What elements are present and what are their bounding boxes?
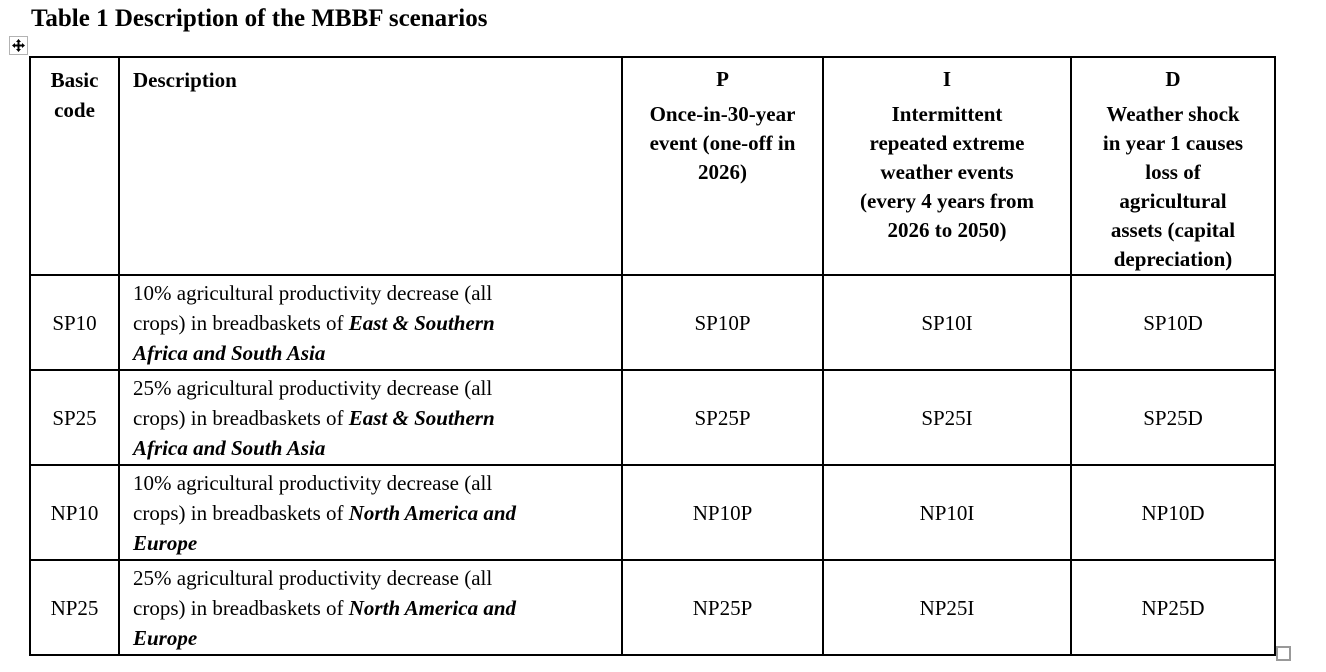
description-plain: 10% agricultural productivity decrease (…: [133, 280, 493, 335]
p-scenario-cell[interactable]: SP10P: [621, 274, 824, 371]
table-row-sp10: SP10 10% agricultural productivity decre…: [29, 274, 1276, 371]
description-region-emphasis: East & Southern Africa and South Asia: [133, 405, 495, 460]
p-scenario-cell[interactable]: NP25P: [621, 559, 824, 656]
i-column-header-cell[interactable]: I Intermittent repeated extreme weather …: [822, 56, 1072, 276]
basic-code-value: NP25: [50, 595, 99, 620]
description-text: 25% agricultural productivity decrease (…: [133, 373, 523, 463]
description-cell[interactable]: 25% agricultural productivity decrease (…: [118, 369, 623, 466]
description-cell[interactable]: 25% agricultural productivity decrease (…: [118, 559, 623, 656]
basic-code-value: SP25: [52, 405, 97, 430]
basic-code-value: NP10: [50, 500, 99, 525]
i-scenario-cell[interactable]: SP10I: [822, 274, 1072, 371]
table-row-sp25: SP25 25% agricultural productivity decre…: [29, 369, 1276, 466]
table-header-row: Basic code Description P Once-in-30-year…: [29, 56, 1276, 276]
i-column-description: Intermittent repeated extreme weather ev…: [860, 102, 1034, 242]
p-scenario-code: NP10P: [692, 500, 753, 525]
description-plain: 10% agricultural productivity decrease (…: [133, 470, 493, 525]
description-text: 25% agricultural productivity decrease (…: [133, 563, 523, 653]
p-scenario-code: NP25P: [692, 595, 753, 620]
p-column-header-cell[interactable]: P Once-in-30-year event (one-off in 2026…: [621, 56, 824, 276]
i-scenario-code: NP25I: [919, 595, 975, 620]
basic-code-value: SP10: [52, 310, 97, 335]
table-move-handle[interactable]: [9, 36, 28, 55]
d-scenario-cell[interactable]: SP10D: [1070, 274, 1276, 371]
i-scenario-cell[interactable]: NP10I: [822, 464, 1072, 561]
basic-code-header-label: Basic code: [50, 68, 99, 122]
i-scenario-cell[interactable]: SP25I: [822, 369, 1072, 466]
description-cell[interactable]: 10% agricultural productivity decrease (…: [118, 464, 623, 561]
d-scenario-cell[interactable]: NP25D: [1070, 559, 1276, 656]
description-cell[interactable]: 10% agricultural productivity decrease (…: [118, 274, 623, 371]
p-column-description: Once-in-30-year event (one-off in 2026): [649, 102, 796, 184]
i-scenario-code: SP10I: [921, 310, 973, 335]
basic-code-cell[interactable]: NP10: [29, 464, 120, 561]
p-column-letter: P: [716, 67, 729, 91]
description-region-emphasis: North America and Europe: [133, 595, 517, 650]
description-region-emphasis: East & Southern Africa and South Asia: [133, 310, 495, 365]
table-caption: Table 1 Description of the MBBF scenario…: [31, 5, 488, 32]
i-column-letter: I: [942, 67, 952, 91]
p-scenario-cell[interactable]: SP25P: [621, 369, 824, 466]
i-scenario-cell[interactable]: NP25I: [822, 559, 1072, 656]
i-scenario-code: NP10I: [919, 500, 975, 525]
basic-code-header-cell[interactable]: Basic code: [29, 56, 120, 276]
table-row-np25: NP25 25% agricultural productivity decre…: [29, 559, 1276, 656]
d-scenario-cell[interactable]: SP25D: [1070, 369, 1276, 466]
description-plain: 25% agricultural productivity decrease (…: [133, 375, 493, 430]
description-region-emphasis: North America and Europe: [133, 500, 517, 555]
d-column-header-cell[interactable]: D Weather shock in year 1 causes loss of…: [1070, 56, 1276, 276]
basic-code-cell[interactable]: SP25: [29, 369, 120, 466]
d-column-description: Weather shock in year 1 causes loss of a…: [1102, 102, 1244, 271]
d-scenario-code: SP10D: [1143, 310, 1203, 335]
description-text: 10% agricultural productivity decrease (…: [133, 278, 523, 368]
d-scenario-code: SP25D: [1143, 405, 1203, 430]
description-header-cell[interactable]: Description: [118, 56, 623, 276]
d-scenario-code: NP10D: [1141, 500, 1205, 525]
p-scenario-cell[interactable]: NP10P: [621, 464, 824, 561]
basic-code-cell[interactable]: NP25: [29, 559, 120, 656]
d-column-letter: D: [1165, 67, 1181, 91]
description-plain: 25% agricultural productivity decrease (…: [133, 565, 493, 620]
table-row-np10: NP10 10% agricultural productivity decre…: [29, 464, 1276, 561]
description-text: 10% agricultural productivity decrease (…: [133, 468, 523, 558]
description-header-label: Description: [133, 68, 237, 92]
move-arrows-icon: [12, 39, 25, 52]
table-resize-handle[interactable]: [1276, 646, 1291, 661]
d-scenario-code: NP25D: [1141, 595, 1205, 620]
p-scenario-code: SP25P: [694, 405, 751, 430]
i-scenario-code: SP25I: [921, 405, 973, 430]
p-scenario-code: SP10P: [694, 310, 751, 335]
scenario-table: Basic code Description P Once-in-30-year…: [29, 56, 1276, 656]
basic-code-cell[interactable]: SP10: [29, 274, 120, 371]
d-scenario-cell[interactable]: NP10D: [1070, 464, 1276, 561]
